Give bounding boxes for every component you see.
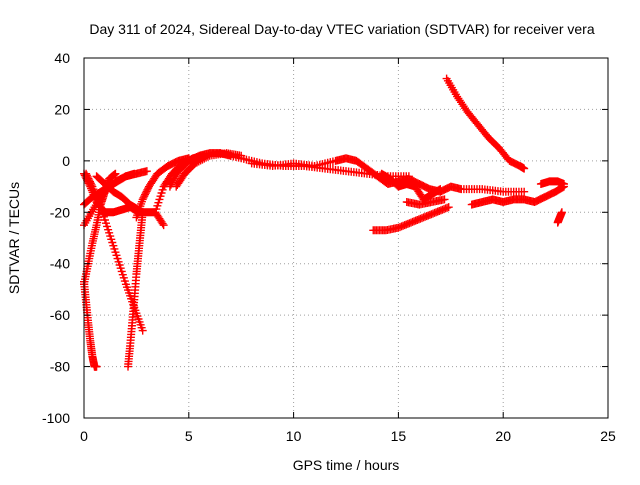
- series-track-s: [467, 182, 568, 209]
- data-point-marker: [200, 154, 209, 163]
- y-tick-label: 20: [54, 101, 70, 117]
- x-tick-label: 5: [185, 428, 193, 444]
- x-axis-label: GPS time / hours: [293, 457, 400, 473]
- y-tick-label: -60: [50, 307, 70, 323]
- data-point-marker: [557, 208, 566, 217]
- data-series-layer: [80, 74, 568, 371]
- chart-title: Day 311 of 2024, Sidereal Day-to-day VTE…: [89, 21, 594, 37]
- x-tick-label: 10: [286, 428, 302, 444]
- series-track-e: [80, 169, 120, 289]
- x-tick-label: 20: [495, 428, 511, 444]
- y-tick-label: 0: [62, 153, 70, 169]
- series-track-a: [80, 277, 101, 371]
- data-point-marker: [444, 203, 453, 212]
- data-point-marker: [87, 180, 96, 189]
- data-point-marker: [520, 164, 529, 173]
- axis-tick-labels: 0 5 10 15 20 25 -100 -80 -60 -40 -20 0 20 40: [42, 50, 616, 444]
- data-point-marker: [520, 187, 529, 196]
- data-point-marker: [436, 185, 445, 194]
- data-point-marker: [191, 159, 200, 168]
- y-tick-label: -100: [42, 410, 70, 426]
- data-point-marker: [202, 153, 211, 162]
- data-point-marker: [92, 362, 101, 371]
- series-track-t: [536, 177, 568, 188]
- data-point-marker: [111, 169, 120, 178]
- data-point-marker: [192, 158, 201, 167]
- data-point-marker: [198, 155, 207, 164]
- series-track-h: [124, 208, 147, 371]
- x-tick-label: 25: [600, 428, 616, 444]
- plot-area-border: [83, 57, 609, 419]
- y-tick-label: 40: [54, 50, 70, 66]
- y-axis-label: SDTVAR / TECUs: [6, 182, 22, 294]
- data-point-marker: [159, 221, 168, 230]
- data-point-marker: [559, 180, 568, 188]
- y-tick-label: -40: [50, 256, 70, 272]
- grid-lines: [84, 58, 608, 418]
- data-point-marker: [142, 167, 151, 176]
- data-point-marker: [138, 326, 147, 335]
- data-point-marker: [158, 219, 167, 228]
- data-point-marker: [196, 156, 205, 165]
- y-tick-label: -80: [50, 359, 70, 375]
- series-track-c: [82, 169, 147, 335]
- x-tick-label: 0: [80, 428, 88, 444]
- series-track-g: [80, 169, 139, 209]
- data-point-marker: [203, 152, 212, 161]
- series-track-q: [402, 195, 449, 209]
- data-point-marker: [194, 157, 203, 166]
- data-point-marker: [440, 195, 449, 204]
- series-track-u: [553, 208, 566, 227]
- axis-ticks: [83, 57, 609, 419]
- y-tick-label: -20: [50, 204, 70, 220]
- series-track-r: [442, 74, 529, 173]
- x-tick-label: 15: [391, 428, 407, 444]
- series-track-p: [369, 203, 453, 235]
- data-point-marker: [130, 169, 139, 178]
